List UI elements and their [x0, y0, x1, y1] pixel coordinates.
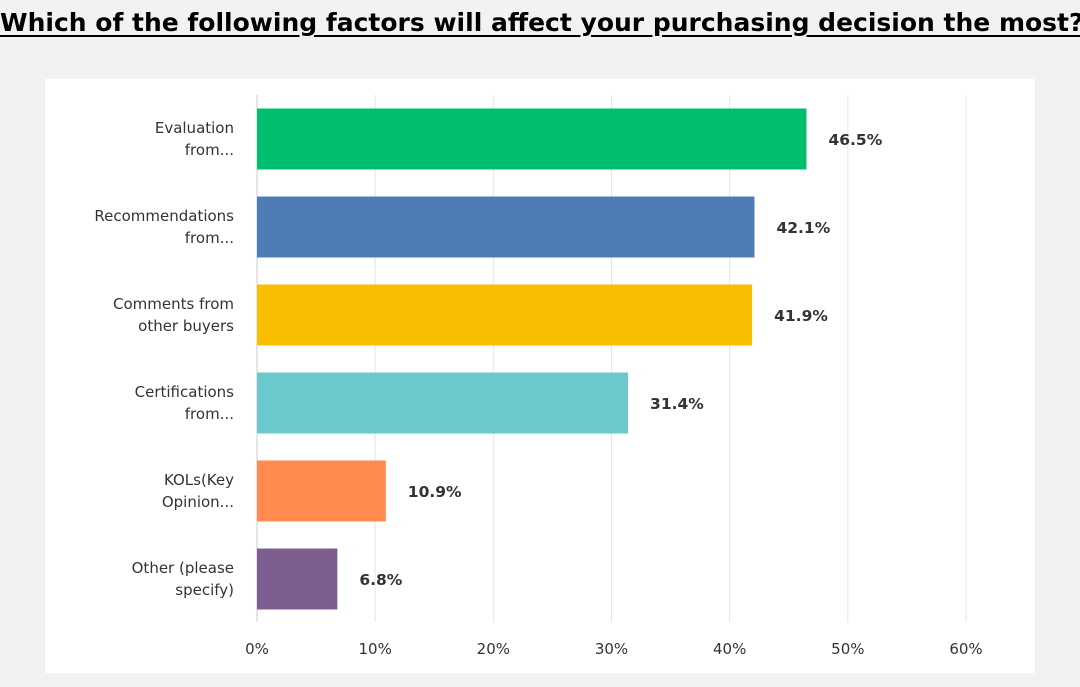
category-label: Certifications	[135, 383, 235, 401]
bar[interactable]	[257, 548, 338, 610]
category-label: Comments from	[113, 295, 234, 313]
x-tick-label: 60%	[949, 640, 982, 658]
x-tick-label: 40%	[713, 640, 746, 658]
bar[interactable]	[257, 372, 629, 434]
x-tick-label: 30%	[595, 640, 628, 658]
x-tick-label: 0%	[245, 640, 269, 658]
data-label: 10.9%	[408, 483, 462, 501]
category-label: Recommendations	[94, 207, 234, 225]
bar-chart: Evaluation from... Recommendations from... C…	[94, 95, 983, 658]
bar[interactable]	[257, 284, 753, 346]
data-label: 6.8%	[359, 571, 402, 589]
category-label: from...	[185, 141, 234, 159]
data-label: 31.4%	[650, 395, 704, 413]
category-label: from...	[185, 229, 234, 247]
data-label: 41.9%	[774, 307, 828, 325]
chart-title: Which of the following factors will affe…	[0, 8, 1080, 37]
category-label: from...	[185, 405, 234, 423]
category-label: Opinion...	[162, 493, 234, 511]
category-label: other buyers	[138, 317, 234, 335]
data-label: 42.1%	[776, 219, 830, 237]
bar[interactable]	[257, 108, 807, 170]
category-label: KOLs(Key	[164, 471, 234, 489]
x-tick-label: 50%	[831, 640, 864, 658]
bar[interactable]	[257, 460, 386, 522]
category-label: Other (please	[132, 559, 234, 577]
chart-panel: Evaluation from... Recommendations from... C…	[45, 79, 1035, 673]
bar[interactable]	[257, 196, 755, 258]
category-label: Evaluation	[155, 119, 234, 137]
x-tick-label: 10%	[358, 640, 391, 658]
x-tick-label: 20%	[477, 640, 510, 658]
data-label: 46.5%	[828, 131, 882, 149]
category-label: specify)	[175, 581, 234, 599]
